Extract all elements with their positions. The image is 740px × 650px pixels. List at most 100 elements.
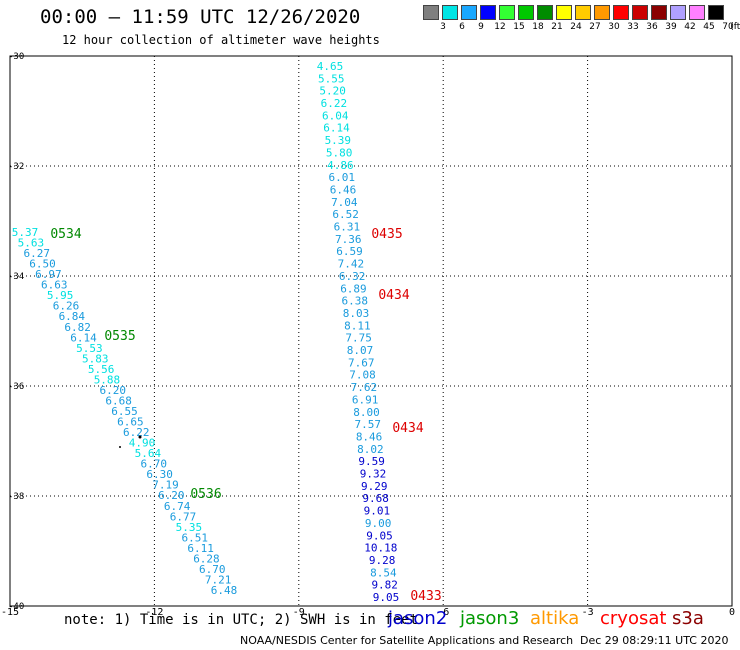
scale-label: 12	[494, 22, 506, 32]
scale-swatch	[556, 5, 572, 20]
pass-time-label: 0536	[190, 487, 221, 502]
swh-value: 6.32	[339, 270, 366, 283]
y-tick-label: -30	[8, 52, 24, 62]
swh-value: 7.36	[335, 233, 362, 246]
swh-value: 5.20	[319, 85, 346, 98]
swh-value: 9.29	[361, 480, 388, 493]
x-tick-label: -12	[145, 607, 163, 618]
swh-value: 6.68	[105, 394, 132, 407]
swh-value: 6.74	[164, 500, 191, 513]
pass-time-label: 0535	[104, 329, 135, 344]
swh-value: 6.84	[59, 310, 86, 323]
swh-value: 9.05	[373, 591, 400, 604]
page-title: 00:00 – 11:59 UTC 12/26/2020	[40, 6, 361, 28]
pass-time-label: 0434	[378, 288, 409, 303]
swh-value: 4.65	[317, 60, 344, 73]
swh-value: 6.01	[328, 171, 355, 184]
scale-label: 33	[627, 22, 639, 32]
swh-value: 6.38	[341, 295, 368, 308]
swh-value: 6.65	[117, 416, 144, 429]
footer-note: note: 1) Time is in UTC; 2) SWH is in fe…	[64, 612, 419, 628]
map-axes: -15 -12 -9 -6 -3 0-30-32-34-36-38-40	[1, 52, 735, 618]
swh-value: 7.62	[351, 381, 378, 394]
scale-label: 9	[478, 22, 484, 32]
swh-value: 8.02	[357, 443, 384, 456]
scale-label: 18	[532, 22, 544, 32]
x-tick-label: -15	[1, 607, 19, 618]
pass-time-label: 0534	[50, 227, 81, 242]
y-tick-label: -38	[8, 492, 24, 502]
swh-value: 9.82	[371, 579, 398, 592]
swh-value: 6.89	[340, 282, 367, 295]
swh-value: 6.51	[181, 531, 208, 544]
swh-value: 7.04	[331, 196, 358, 209]
scale-swatch	[575, 5, 591, 20]
swh-value: 6.22	[123, 426, 150, 439]
y-tick-label: -34	[8, 272, 24, 282]
pass-time-label: 0433	[410, 589, 441, 604]
swh-value: 6.82	[64, 321, 91, 334]
swh-value: 6.97	[35, 268, 62, 281]
satellite-label: cryosat	[600, 608, 667, 629]
swh-value: 6.59	[336, 245, 363, 258]
swh-value: 9.68	[362, 492, 389, 505]
swh-value: 6.14	[323, 122, 350, 135]
swh-value: 8.00	[353, 406, 380, 419]
swh-value: 5.35	[176, 521, 203, 534]
swh-value: 4.86	[327, 159, 354, 172]
swh-value: 8.03	[343, 307, 370, 320]
page-subtitle: 12 hour collection of altimeter wave hei…	[62, 33, 380, 47]
scale-swatch	[613, 5, 629, 20]
swh-value: 6.04	[322, 109, 349, 122]
swh-value: 5.64	[135, 447, 162, 460]
scale-label: 24	[570, 22, 582, 32]
swh-value: 8.07	[347, 344, 374, 357]
swh-value: 6.46	[330, 183, 357, 196]
swh-value: 5.56	[88, 363, 115, 376]
swh-value: 6.11	[187, 542, 214, 555]
generated-timestamp: Dec 29 08:29:11 UTC 2020	[580, 634, 729, 647]
credit-line: NOAA/NESDIS Center for Satellite Applica…	[240, 634, 574, 647]
swh-value: 10.18	[364, 542, 397, 555]
swh-value: 5.88	[94, 373, 121, 386]
swh-value: 7.42	[338, 258, 365, 271]
swh-value: 6.20	[100, 384, 127, 397]
scale-swatch	[632, 5, 648, 20]
swh-value: 5.39	[325, 134, 352, 147]
scale-swatch	[442, 5, 458, 20]
scale-swatch	[670, 5, 686, 20]
swh-value: 6.31	[334, 221, 361, 234]
scale-label: 42	[684, 22, 696, 32]
swh-value: 7.75	[345, 332, 372, 345]
pass-time-labels: 0534 0535 0536 0435 0434 0434 0433	[50, 227, 441, 604]
satellite-label: jason3	[460, 608, 520, 629]
swh-value: 5.37	[12, 226, 39, 239]
swh-value: 7.57	[355, 418, 382, 431]
y-tick-label: -36	[8, 382, 24, 392]
satellite-label: s3a	[672, 608, 704, 629]
land-dot-2	[119, 446, 121, 448]
land-marker	[119, 435, 142, 448]
x-tick-label: 0	[729, 607, 735, 618]
swh-value: 7.67	[348, 356, 375, 369]
swh-value: 7.21	[205, 573, 232, 586]
pass-time-label: 0434	[392, 421, 423, 436]
scale-label: 39	[665, 22, 677, 32]
swh-value: 8.46	[356, 430, 383, 443]
swh-value: 9.01	[364, 505, 391, 518]
swh-value: 6.30	[146, 468, 173, 481]
satellite-label: altika	[530, 608, 580, 629]
pass-time-label: 0435	[371, 227, 402, 242]
land-dot-1	[138, 435, 142, 439]
swh-value: 6.50	[29, 258, 56, 271]
swh-value: 9.32	[360, 468, 387, 481]
swh-value: 6.28	[193, 552, 220, 565]
swh-value: 5.53	[76, 342, 103, 355]
swh-value: 6.70	[199, 563, 226, 576]
map-frame	[9, 55, 733, 607]
scale-swatch	[651, 5, 667, 20]
scale-swatch	[518, 5, 534, 20]
